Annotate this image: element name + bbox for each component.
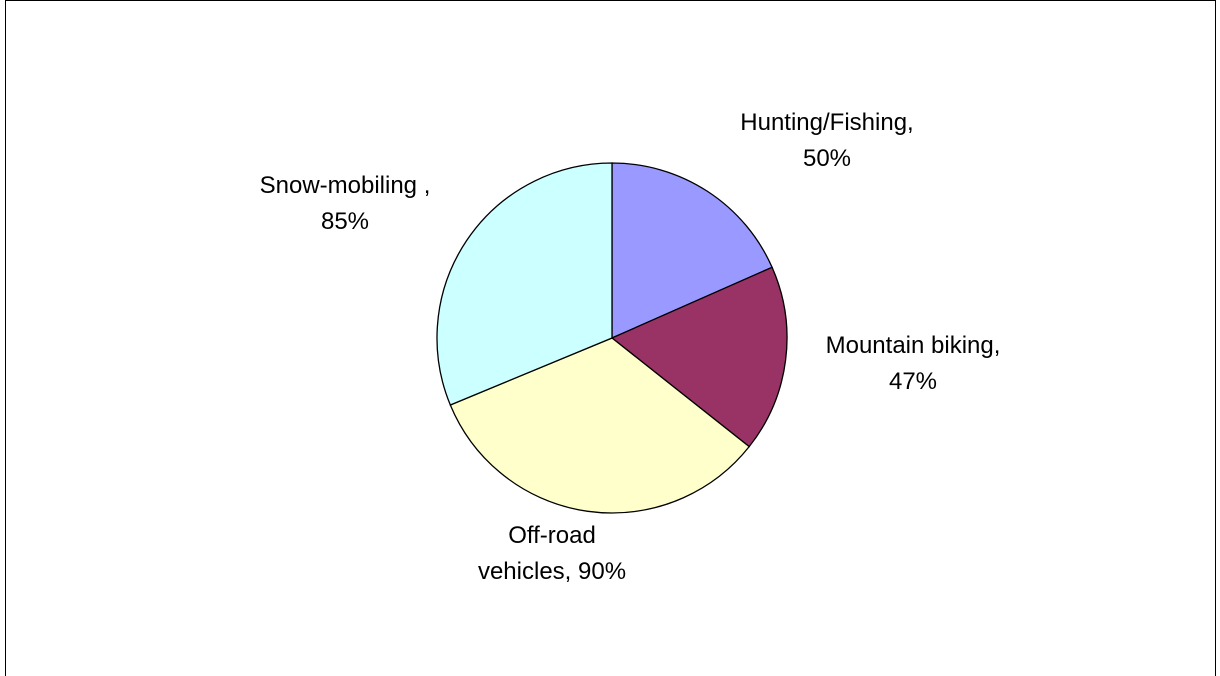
data-label-line: Hunting/Fishing, bbox=[740, 109, 913, 136]
data-label-line: Snow-mobiling , bbox=[260, 172, 431, 199]
data-label-line: 47% bbox=[889, 368, 937, 395]
data-label: Snow-mobiling , 85% bbox=[260, 172, 431, 235]
data-label: Hunting/Fishing, 50% bbox=[740, 109, 913, 172]
data-label: Mountain biking, 47% bbox=[826, 332, 1001, 395]
data-label-line: Off-road bbox=[508, 522, 596, 549]
data-label-line: 50% bbox=[803, 145, 851, 172]
pie-slice bbox=[610, 266, 788, 448]
data-label: Off-road vehicles, 90% bbox=[478, 522, 626, 585]
pie-slice bbox=[449, 337, 751, 514]
data-label-line: 85% bbox=[321, 208, 369, 235]
data-label-line: vehicles, 90% bbox=[478, 558, 626, 585]
pie-slice bbox=[436, 162, 613, 406]
data-label-line: Mountain biking, bbox=[826, 332, 1001, 359]
pie-slice bbox=[611, 162, 773, 339]
